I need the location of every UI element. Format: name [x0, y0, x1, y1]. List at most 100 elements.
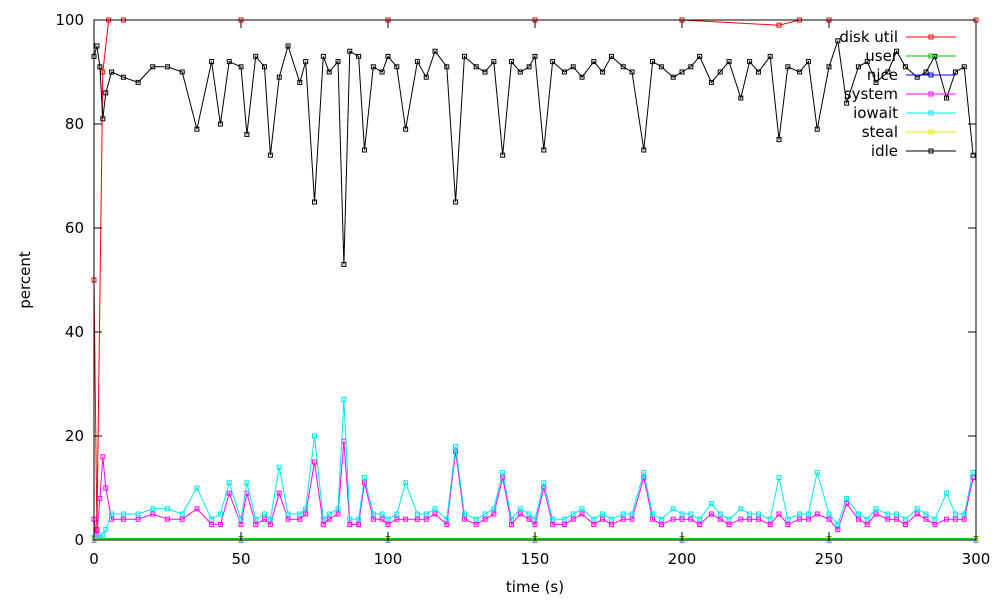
legend-swatch-marker — [928, 91, 934, 97]
series-point-idle — [414, 59, 420, 65]
series-point-idle — [923, 69, 929, 75]
series-point-iowait — [970, 469, 976, 475]
series-point-idle — [894, 48, 900, 54]
series-point-idle — [285, 43, 291, 49]
series-point-idle — [629, 69, 635, 75]
series-point-idle — [885, 69, 891, 75]
series-point-idle — [526, 64, 532, 70]
series-point-system — [641, 475, 647, 481]
series-point-idle — [135, 79, 141, 85]
series-point-idle — [94, 43, 100, 49]
series-point-iowait — [379, 511, 385, 517]
series-point-system — [482, 516, 488, 522]
series-point-iowait — [491, 506, 497, 512]
series-system — [91, 438, 976, 538]
series-point-idle — [650, 59, 656, 65]
series-point-iowait — [767, 516, 773, 522]
series-point-idle — [844, 100, 850, 106]
series-point-idle — [361, 147, 367, 153]
series-point-iowait — [864, 516, 870, 522]
series-point-iowait — [541, 480, 547, 486]
series-point-iowait — [103, 527, 109, 533]
series-point-idle — [541, 147, 547, 153]
series-point-system — [326, 516, 332, 522]
series-point-iowait — [276, 464, 282, 470]
series-point-system — [253, 521, 259, 527]
series-point-idle — [679, 69, 685, 75]
x-tick-label: 0 — [89, 550, 99, 568]
series-point-iowait — [591, 516, 597, 522]
series-point-iowait — [482, 511, 488, 517]
series-point-system — [541, 485, 547, 491]
series-point-idle — [312, 199, 317, 205]
series-point-iowait — [109, 511, 115, 517]
series-point-iowait — [620, 511, 626, 517]
y-tick-label: 100 — [55, 11, 84, 29]
series-point-system — [894, 516, 900, 522]
series-point-system — [347, 521, 353, 527]
series-point-idle — [738, 95, 744, 101]
series-point-system — [923, 516, 929, 522]
series-point-iowait — [303, 506, 309, 512]
series-point-iowait — [517, 506, 523, 512]
series-point-system — [312, 459, 317, 465]
series-point-idle — [717, 69, 723, 75]
legend-swatch-marker — [928, 110, 934, 116]
series-point-idle — [97, 64, 103, 70]
series-point-idle — [688, 64, 694, 70]
series-point-iowait — [326, 511, 332, 517]
legend-label: idle — [871, 142, 898, 160]
series-point-iowait — [688, 511, 694, 517]
series-point-system — [500, 475, 506, 481]
series-point-iowait — [473, 516, 479, 522]
series-point-iowait — [805, 511, 811, 517]
series-point-system — [432, 511, 438, 517]
series-point-idle — [491, 59, 497, 65]
series-point-system — [297, 516, 303, 522]
y-tick-label: 0 — [74, 531, 84, 549]
series-point-idle — [561, 69, 567, 75]
series-point-system — [650, 516, 656, 522]
series-point-idle — [253, 53, 259, 59]
series-point-system — [738, 516, 744, 522]
series-point-idle — [267, 152, 273, 158]
series-point-system — [403, 516, 409, 522]
series-point-iowait — [500, 469, 506, 475]
series-point-idle — [826, 64, 832, 70]
series-point-system — [491, 511, 497, 517]
series-point-iowait — [835, 521, 841, 527]
series-point-iowait — [285, 511, 291, 517]
series-point-iowait — [100, 532, 106, 538]
series-point-iowait — [570, 511, 576, 517]
series-point-iowait — [873, 506, 879, 512]
legend-swatch-marker — [928, 72, 934, 78]
series-point-iowait — [650, 511, 656, 517]
series-point-system — [688, 516, 694, 522]
series-point-system — [335, 511, 341, 517]
series-point-system — [194, 506, 200, 512]
series-point-disk-util — [100, 69, 106, 75]
series-point-iowait — [335, 506, 341, 512]
series-point-system — [620, 516, 626, 522]
series-idle — [91, 38, 976, 267]
series-point-system — [508, 521, 514, 527]
legend-label: user — [865, 47, 899, 65]
series-point-iowait — [297, 511, 303, 517]
series-point-idle — [970, 152, 976, 158]
series-point-idle — [508, 59, 514, 65]
series-point-iowait — [785, 516, 791, 522]
series-point-system — [238, 521, 244, 527]
series-point-iowait — [341, 397, 347, 403]
series-point-system — [414, 516, 420, 522]
series-point-iowait — [726, 516, 732, 522]
series-point-iowait — [885, 511, 891, 517]
series-point-iowait — [262, 511, 268, 517]
series-point-idle — [641, 147, 647, 153]
series-point-idle — [403, 126, 409, 132]
series-point-iowait — [826, 511, 832, 517]
series-point-system — [103, 485, 109, 491]
series-point-system — [708, 511, 714, 517]
y-tick-label: 80 — [65, 115, 84, 133]
series-point-iowait — [844, 495, 850, 501]
